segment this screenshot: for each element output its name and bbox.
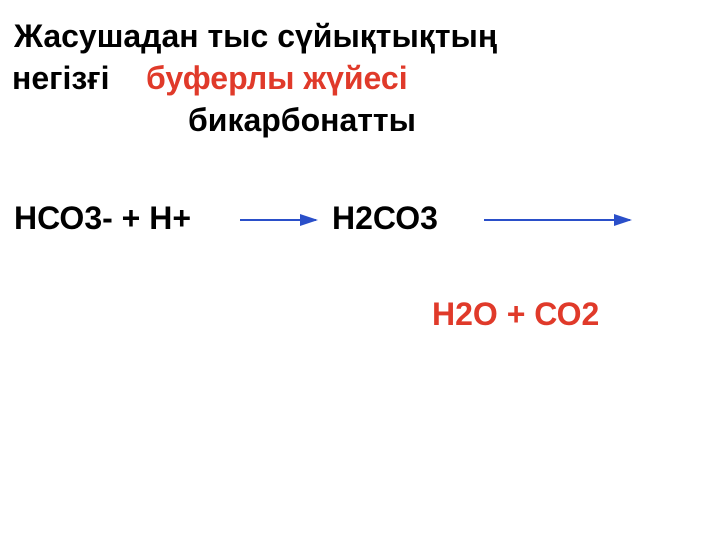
- slide: Жасушадан тыс сүйықтықтың негізғі буферл…: [0, 0, 720, 540]
- title-line-2a: негізғі: [12, 60, 109, 97]
- equation-right: Н2СО3: [332, 200, 438, 237]
- title-line-2b: буферлы жүйесі: [146, 60, 408, 97]
- equation-left: НСО3- + Н+: [14, 200, 191, 237]
- title-line-1: Жасушадан тыс сүйықтықтың: [14, 18, 497, 55]
- product: Н2О + СО2: [432, 296, 599, 333]
- title-line-3: бикарбонатты: [188, 102, 416, 139]
